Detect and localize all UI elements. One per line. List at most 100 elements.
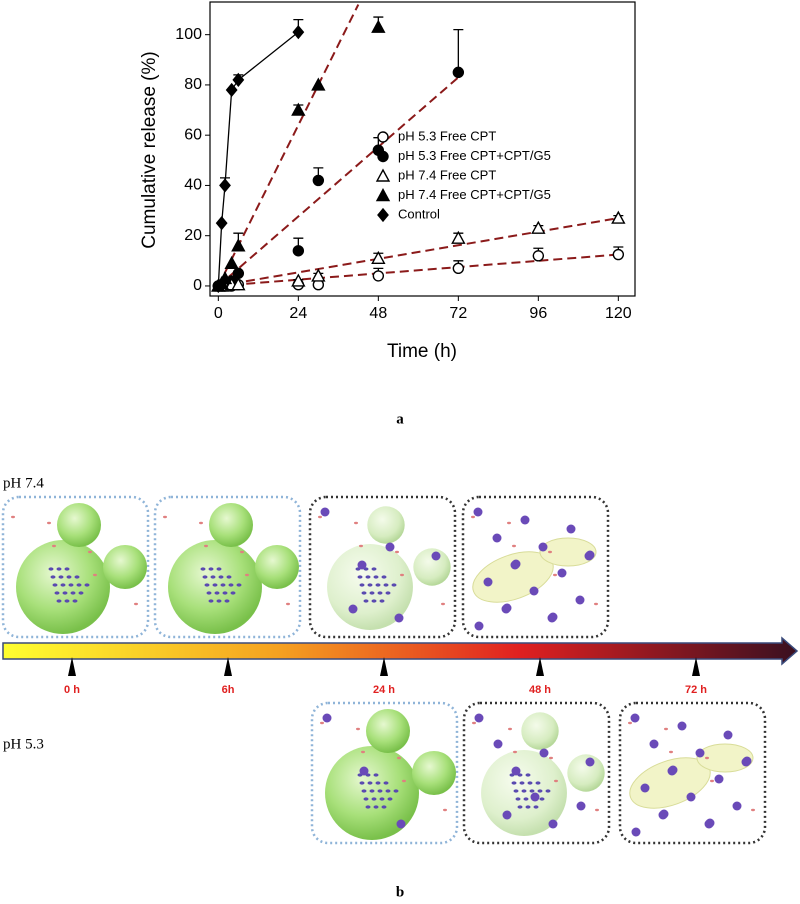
drug-dot bbox=[539, 797, 545, 801]
cpt-molecule bbox=[585, 757, 595, 767]
free-cpt bbox=[318, 515, 322, 519]
free-cpt bbox=[245, 573, 249, 577]
cpt-molecule bbox=[529, 586, 539, 596]
drug-dot bbox=[545, 789, 551, 793]
legend-marker bbox=[375, 168, 391, 182]
sphere bbox=[567, 754, 605, 792]
drug-dot bbox=[359, 583, 365, 587]
trend-line bbox=[218, 217, 619, 287]
marker bbox=[612, 248, 625, 261]
sphere bbox=[168, 540, 262, 634]
marker bbox=[217, 270, 233, 285]
drug-dot bbox=[228, 583, 234, 587]
drug-dot bbox=[373, 805, 379, 809]
drug-dot bbox=[68, 583, 74, 587]
drug-dot bbox=[535, 781, 541, 785]
drug-dot bbox=[236, 583, 242, 587]
drug-dot bbox=[391, 583, 397, 587]
drug-dot bbox=[525, 805, 531, 809]
diagram: 0 h 6h 24 h 48 h 72 h bbox=[1, 495, 767, 845]
sphere bbox=[57, 503, 101, 547]
drug-dot bbox=[511, 781, 517, 785]
free-cpt bbox=[513, 750, 517, 754]
cpt-molecule bbox=[394, 613, 404, 623]
free-cpt bbox=[354, 521, 358, 525]
marker bbox=[231, 238, 246, 252]
cpt-molecule bbox=[714, 774, 724, 784]
free-cpt bbox=[705, 756, 709, 760]
free-cpt bbox=[402, 779, 406, 783]
free-cpt bbox=[710, 779, 714, 783]
row-label: pH 7.4 bbox=[3, 475, 44, 491]
drug-dot bbox=[379, 599, 385, 603]
cpt-molecule bbox=[483, 577, 493, 587]
cpt-molecule bbox=[705, 818, 715, 828]
sphere bbox=[366, 709, 410, 753]
trend-line bbox=[217, 4, 360, 287]
drug-dot bbox=[515, 797, 521, 801]
drug-dot bbox=[371, 797, 377, 801]
panel-label: b bbox=[396, 884, 404, 900]
trend-line bbox=[218, 253, 619, 287]
free-cpt bbox=[553, 573, 557, 577]
drug-dot bbox=[365, 805, 371, 809]
cpt-molecule bbox=[530, 792, 540, 802]
time-marker bbox=[224, 657, 232, 676]
marker bbox=[531, 220, 546, 234]
marker bbox=[291, 273, 306, 287]
drug-dot bbox=[367, 781, 373, 785]
marker bbox=[311, 77, 326, 91]
drug-dot bbox=[56, 599, 62, 603]
cpt-molecule bbox=[385, 542, 395, 552]
drug-dot bbox=[218, 575, 224, 579]
drug-dot bbox=[379, 797, 385, 801]
free-cpt bbox=[664, 727, 668, 731]
drug-dot bbox=[208, 599, 214, 603]
marker bbox=[219, 178, 231, 193]
cpt-molecule bbox=[520, 515, 530, 525]
marker bbox=[292, 25, 305, 40]
sphere bbox=[16, 540, 110, 634]
cpt-molecule bbox=[474, 621, 484, 631]
row-label: pH 5.3 bbox=[3, 736, 44, 752]
marker bbox=[451, 230, 466, 244]
drug-dot bbox=[84, 583, 90, 587]
free-cpt bbox=[11, 515, 15, 519]
drug-dot bbox=[230, 591, 236, 595]
shell bbox=[539, 537, 597, 567]
y-tick-label: 80 bbox=[184, 76, 202, 93]
free-cpt bbox=[47, 521, 51, 525]
drug-dot bbox=[220, 583, 226, 587]
plot-area bbox=[211, 4, 626, 294]
cpt-molecule bbox=[630, 713, 640, 723]
drug-dot bbox=[369, 789, 375, 793]
drug-dot bbox=[222, 591, 228, 595]
time-marker bbox=[692, 657, 700, 676]
drug-dot bbox=[216, 567, 222, 571]
drug-dot bbox=[60, 583, 66, 587]
drug-dot bbox=[377, 789, 383, 793]
drug-dot bbox=[78, 591, 84, 595]
marker bbox=[372, 270, 385, 282]
cpt-molecule bbox=[502, 810, 512, 820]
free-cpt bbox=[548, 550, 552, 554]
marker bbox=[292, 245, 305, 257]
cpt-molecule bbox=[322, 713, 332, 723]
drug-dot bbox=[58, 575, 64, 579]
drug-dot bbox=[369, 591, 375, 595]
free-cpt bbox=[240, 550, 244, 554]
marker bbox=[611, 210, 626, 224]
free-cpt bbox=[397, 756, 401, 760]
drug-dot bbox=[208, 567, 214, 571]
error-bar bbox=[453, 28, 464, 73]
drug-dot bbox=[54, 591, 60, 595]
y-tick-label: 20 bbox=[184, 227, 202, 244]
cpt-molecule bbox=[686, 792, 696, 802]
drug-dot bbox=[56, 567, 62, 571]
cpt-molecule bbox=[474, 713, 484, 723]
y-tick-label: 0 bbox=[193, 277, 202, 294]
drug-dot bbox=[72, 599, 78, 603]
cpt-molecule bbox=[732, 801, 742, 811]
free-cpt bbox=[359, 544, 363, 548]
drug-dot bbox=[206, 591, 212, 595]
